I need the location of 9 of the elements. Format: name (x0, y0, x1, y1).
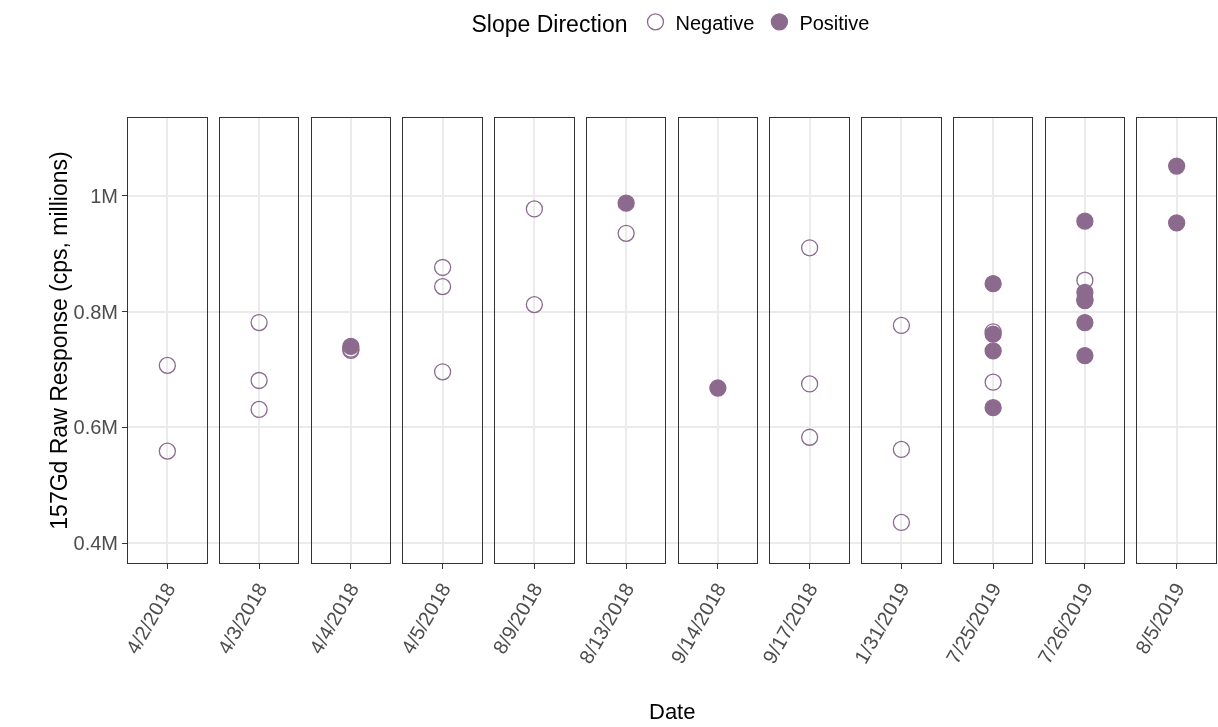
x-axis-title: Date (649, 699, 696, 724)
legend-label: Negative (675, 11, 755, 34)
y-tick-label: 1M (90, 184, 118, 207)
legend-title: Slope Direction (471, 11, 628, 38)
y-tick-label: 0.8M (73, 300, 118, 323)
legend-label: Positive (799, 11, 870, 34)
y-tick-label: 0.6M (73, 416, 118, 439)
y-tick-label: 0.4M (73, 532, 118, 555)
y-axis-title: 157Gd Raw Response (cps, millions) (45, 151, 72, 530)
